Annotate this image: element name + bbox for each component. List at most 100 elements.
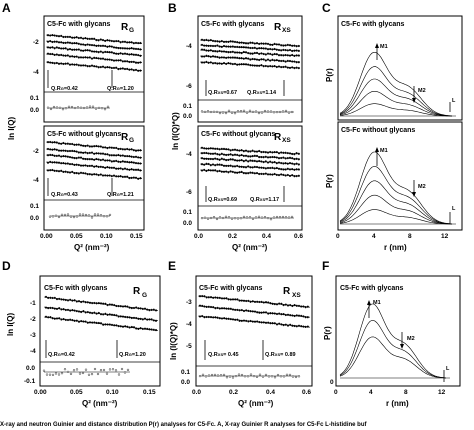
data-point [77, 56, 80, 59]
data-point [242, 63, 245, 66]
panel-b-xtick-1: 0.0 [194, 233, 203, 240]
panel-a-top-ann-1: Q.RG=0.42 [51, 86, 78, 92]
resid-point [252, 375, 256, 378]
resid-point [93, 213, 97, 216]
data-point [201, 295, 204, 298]
data-point [231, 62, 234, 66]
data-point [117, 175, 120, 178]
panel-a-ylabel: ln I(Q) [7, 117, 16, 140]
data-point [264, 167, 267, 170]
data-point [282, 168, 285, 171]
panel-c-bottom-m1: M1 [380, 148, 388, 154]
data-point [73, 63, 76, 66]
data-point [220, 307, 224, 310]
panel-d-xtick-1: 0.00 [34, 389, 47, 396]
data-point [134, 176, 138, 179]
data-point [95, 144, 98, 148]
panel-a-xlabel: Q² (nm⁻²) [74, 243, 110, 252]
data-point [273, 64, 276, 68]
data-point [203, 55, 206, 58]
resid-point [206, 217, 210, 220]
data-point [203, 61, 206, 64]
data-point [207, 49, 210, 52]
data-point [51, 148, 54, 151]
data-point [242, 50, 245, 54]
data-point [258, 321, 261, 324]
data-point [123, 60, 127, 63]
data-point [297, 44, 300, 48]
data-point [282, 65, 285, 69]
data-point [135, 317, 138, 320]
data-point [53, 53, 56, 56]
data-point [108, 323, 111, 326]
panel-f-xlabel: r (nm) [386, 399, 409, 408]
data-point [134, 162, 138, 165]
data-point [282, 173, 285, 176]
data-point [280, 313, 283, 316]
data-point [211, 169, 215, 172]
data-point [209, 296, 213, 299]
data-point [223, 297, 226, 300]
data-point [255, 150, 259, 153]
data-point [49, 316, 52, 319]
data-point [95, 152, 98, 155]
data-point [284, 303, 287, 306]
panel-b-top-title: C5-Fc with glycans [201, 21, 265, 28]
panel-d: C5-Fc with glycans R G -1 -2 -3 -4 Q.RG=… [6, 275, 161, 408]
data-point [278, 312, 281, 315]
data-point [64, 149, 67, 152]
resid-point [236, 110, 240, 113]
panel-d-series [43, 295, 159, 332]
data-point [62, 62, 65, 66]
data-point [260, 311, 263, 314]
data-point [306, 305, 309, 308]
data-point [284, 60, 287, 63]
data-point [139, 54, 142, 57]
data-point [106, 159, 109, 162]
data-point [293, 304, 296, 307]
data-point [223, 307, 226, 310]
resid-point [82, 106, 86, 110]
data-point [293, 60, 296, 63]
data-point [143, 307, 147, 310]
resid-point [72, 369, 76, 372]
data-point [293, 324, 296, 328]
data-point [240, 165, 243, 168]
data-point [88, 65, 91, 68]
data-point [66, 142, 69, 145]
data-point [97, 145, 100, 148]
data-point [269, 47, 272, 51]
resid-point [84, 368, 88, 371]
data-point [154, 329, 158, 332]
data-point [277, 174, 281, 177]
data-point [273, 52, 276, 56]
data-point [79, 36, 83, 39]
data-point [57, 35, 61, 38]
data-point [251, 300, 254, 303]
panel-a-bottom-title: C5-Fc without glycans [47, 131, 121, 138]
data-point [128, 60, 131, 64]
data-point [258, 52, 261, 55]
data-point [220, 39, 223, 43]
resid-point [227, 216, 231, 219]
panel-a-top-ytick-1: -2 [33, 39, 39, 46]
data-point [211, 163, 215, 166]
data-point [293, 314, 296, 318]
data-point [225, 62, 228, 65]
data-point [264, 172, 267, 175]
data-point [75, 319, 78, 322]
data-point [68, 156, 72, 159]
resid-point [100, 107, 104, 110]
data-point [216, 163, 219, 166]
data-point [227, 40, 230, 43]
data-point [218, 169, 221, 172]
data-point [207, 305, 210, 308]
data-point [203, 39, 206, 42]
data-point [119, 160, 122, 164]
data-point [51, 141, 54, 144]
panel-a-bottom-series [45, 140, 143, 180]
data-point [46, 40, 50, 43]
data-point [273, 312, 276, 315]
data-point [227, 148, 230, 151]
resid-point [266, 110, 270, 113]
